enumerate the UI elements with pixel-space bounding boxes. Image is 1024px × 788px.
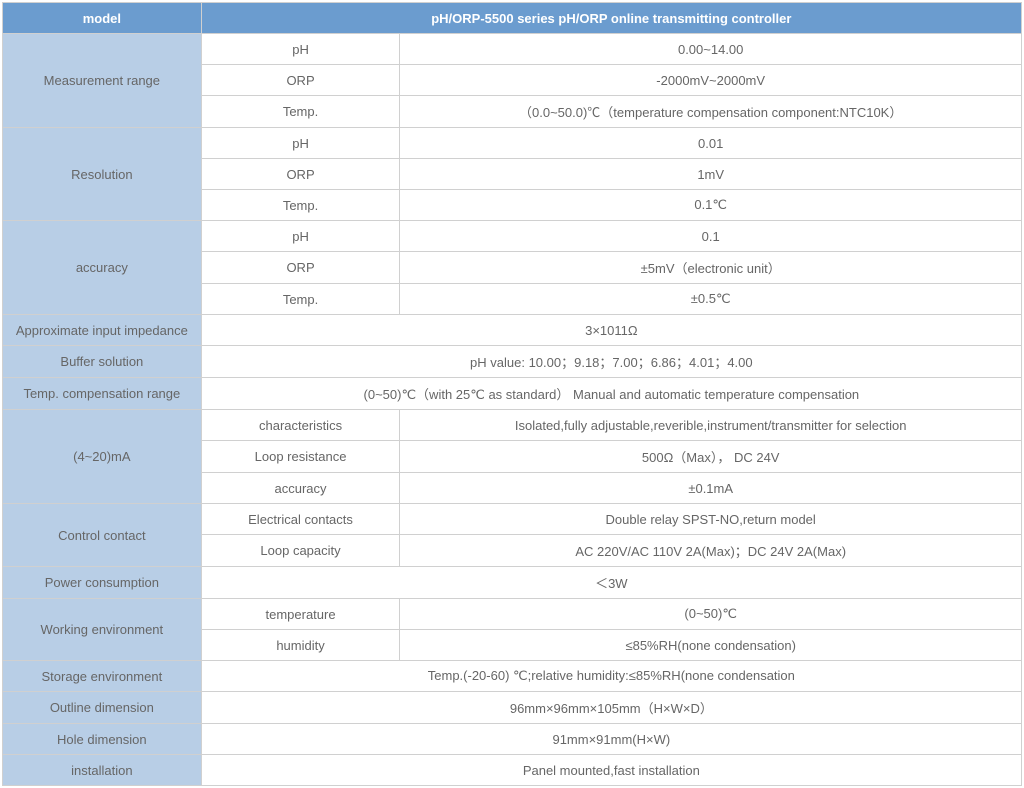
table-row: Power consumption ＜3W: [3, 567, 1022, 599]
table-row: installation Panel mounted,fast installa…: [3, 755, 1022, 786]
cell-value: ±5mV（electronic unit）: [400, 252, 1022, 284]
table-row: Approximate input impedance 3×1011Ω: [3, 315, 1022, 346]
cell-value: 91mm×91mm(H×W): [201, 724, 1021, 755]
accuracy-label: accuracy: [3, 221, 202, 315]
power-consumption-label: Power consumption: [3, 567, 202, 599]
input-impedance-label: Approximate input impedance: [3, 315, 202, 346]
sub-label: accuracy: [201, 473, 400, 504]
cell-value: 0.1℃: [400, 190, 1022, 221]
cell-value: ＜3W: [201, 567, 1021, 599]
cell-value: (0~50)℃（with 25℃ as standard） Manual and…: [201, 378, 1021, 410]
sub-label: ORP: [201, 252, 400, 284]
table-row: Working environment temperature (0~50)℃: [3, 599, 1022, 630]
cell-value: ≤85%RH(none condensation): [400, 630, 1022, 661]
table-row: Measurement range pH 0.00~14.00: [3, 34, 1022, 65]
table-row: Hole dimension 91mm×91mm(H×W): [3, 724, 1022, 755]
table-row: Storage environment Temp.(-20-60) ℃;rela…: [3, 661, 1022, 692]
table-row: Resolution pH 0.01: [3, 128, 1022, 159]
storage-env-label: Storage environment: [3, 661, 202, 692]
cell-value: Temp.(-20-60) ℃;relative humidity:≤85%RH…: [201, 661, 1021, 692]
sub-label: Temp.: [201, 284, 400, 315]
sub-label: Temp.: [201, 190, 400, 221]
cell-value: ±0.5℃: [400, 284, 1022, 315]
table-row: accuracy pH 0.1: [3, 221, 1022, 252]
sub-label: Loop resistance: [201, 441, 400, 473]
cell-value: 0.1: [400, 221, 1022, 252]
spec-table: model pH/ORP-5500 series pH/ORP online t…: [2, 2, 1022, 786]
control-contact-label: Control contact: [3, 504, 202, 567]
table-row: Outline dimension 96mm×96mm×105mm（H×W×D）: [3, 692, 1022, 724]
cell-value: Panel mounted,fast installation: [201, 755, 1021, 786]
resolution-label: Resolution: [3, 128, 202, 221]
sub-label: ORP: [201, 65, 400, 96]
table-row: Temp. compensation range (0~50)℃（with 25…: [3, 378, 1022, 410]
sub-label: pH: [201, 221, 400, 252]
table-row: Buffer solution pH value: 10.00；9.18；7.0…: [3, 346, 1022, 378]
sub-label: humidity: [201, 630, 400, 661]
working-env-label: Working environment: [3, 599, 202, 661]
sub-label: Loop capacity: [201, 535, 400, 567]
buffer-solution-label: Buffer solution: [3, 346, 202, 378]
cell-value: 1mV: [400, 159, 1022, 190]
sub-label: Electrical contacts: [201, 504, 400, 535]
cell-value: ±0.1mA: [400, 473, 1022, 504]
cell-value: 500Ω（Max）， DC 24V: [400, 441, 1022, 473]
cell-value: pH value: 10.00；9.18；7.00；6.86；4.01；4.00: [201, 346, 1021, 378]
temp-comp-range-label: Temp. compensation range: [3, 378, 202, 410]
outline-dim-label: Outline dimension: [3, 692, 202, 724]
model-header: model: [3, 3, 202, 34]
cell-value: 3×1011Ω: [201, 315, 1021, 346]
cell-value: 96mm×96mm×105mm（H×W×D）: [201, 692, 1021, 724]
ma-output-label: (4~20)mA: [3, 410, 202, 504]
cell-value: 0.00~14.00: [400, 34, 1022, 65]
sub-label: pH: [201, 128, 400, 159]
table-row: (4~20)mA characteristics Isolated,fully …: [3, 410, 1022, 441]
sub-label: ORP: [201, 159, 400, 190]
cell-value: Isolated,fully adjustable,reverible,inst…: [400, 410, 1022, 441]
cell-value: -2000mV~2000mV: [400, 65, 1022, 96]
cell-value: AC 220V/AC 110V 2A(Max)；DC 24V 2A(Max): [400, 535, 1022, 567]
sub-label: temperature: [201, 599, 400, 630]
table-row: Control contact Electrical contacts Doub…: [3, 504, 1022, 535]
sub-label: characteristics: [201, 410, 400, 441]
cell-value: (0~50)℃: [400, 599, 1022, 630]
cell-value: Double relay SPST-NO,return model: [400, 504, 1022, 535]
cell-value: 0.01: [400, 128, 1022, 159]
cell-value: （0.0~50.0)℃（temperature compensation com…: [400, 96, 1022, 128]
installation-label: installation: [3, 755, 202, 786]
header-row: model pH/ORP-5500 series pH/ORP online t…: [3, 3, 1022, 34]
sub-label: Temp.: [201, 96, 400, 128]
sub-label: pH: [201, 34, 400, 65]
measurement-range-label: Measurement range: [3, 34, 202, 128]
title-header: pH/ORP-5500 series pH/ORP online transmi…: [201, 3, 1021, 34]
hole-dim-label: Hole dimension: [3, 724, 202, 755]
